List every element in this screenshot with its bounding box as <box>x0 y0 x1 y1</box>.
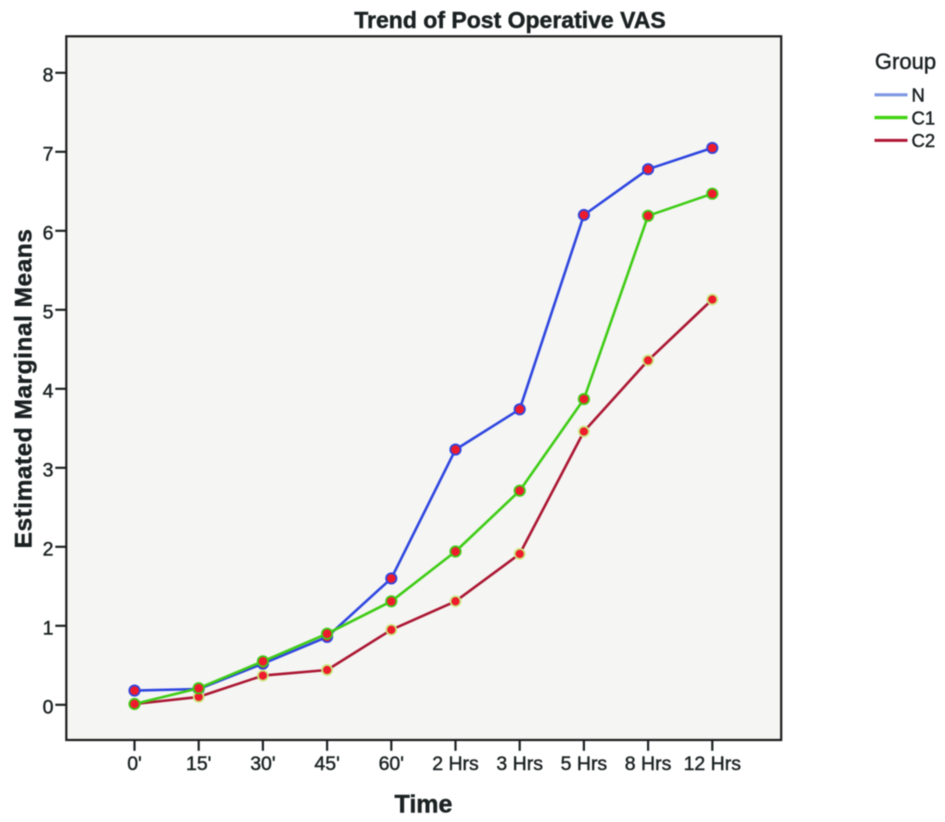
svg-text:3 Hrs: 3 Hrs <box>496 753 543 775</box>
svg-text:N: N <box>912 85 925 106</box>
svg-text:0': 0' <box>127 753 142 775</box>
svg-text:2: 2 <box>43 539 54 561</box>
svg-text:Trend of Post Operative VAS: Trend of Post Operative VAS <box>354 7 665 33</box>
svg-text:0: 0 <box>43 697 54 719</box>
svg-text:4: 4 <box>43 381 54 403</box>
svg-text:2 Hrs: 2 Hrs <box>432 753 479 775</box>
svg-text:C1: C1 <box>912 107 936 128</box>
svg-text:15': 15' <box>186 753 211 775</box>
svg-text:1: 1 <box>43 618 54 640</box>
svg-text:C2: C2 <box>912 130 936 151</box>
svg-text:60': 60' <box>379 753 404 775</box>
svg-text:Group: Group <box>875 49 936 74</box>
svg-text:30': 30' <box>250 753 275 775</box>
svg-text:12 Hrs: 12 Hrs <box>684 753 742 775</box>
svg-text:5 Hrs: 5 Hrs <box>561 753 608 775</box>
svg-text:8 Hrs: 8 Hrs <box>625 753 672 775</box>
svg-text:3: 3 <box>43 460 54 482</box>
svg-text:8: 8 <box>43 65 54 87</box>
svg-text:Estimated Marginal Means: Estimated Marginal Means <box>11 229 38 549</box>
svg-text:6: 6 <box>43 223 54 245</box>
svg-text:7: 7 <box>43 144 54 166</box>
svg-text:5: 5 <box>43 302 54 324</box>
svg-text:45': 45' <box>314 753 339 775</box>
svg-text:Time: Time <box>395 791 453 819</box>
